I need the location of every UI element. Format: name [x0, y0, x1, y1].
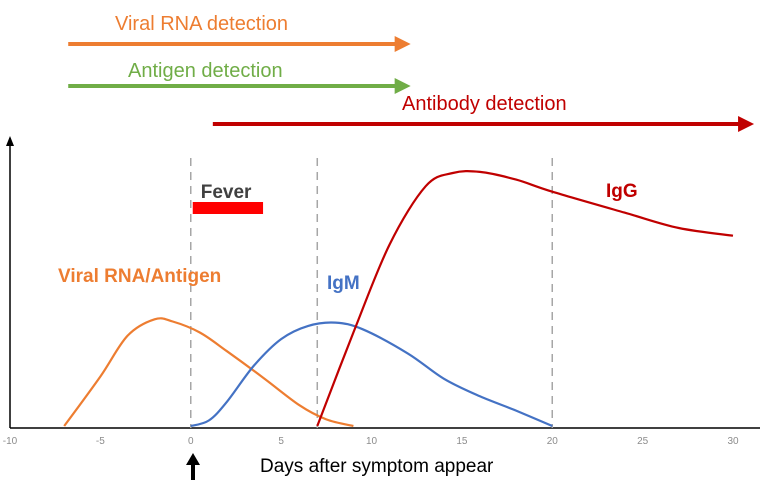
series-label-igg: IgG — [606, 181, 638, 202]
x-axis-label: Days after symptom appear — [260, 456, 494, 477]
x-tick-label: 30 — [727, 436, 739, 447]
series-lines — [63, 170, 734, 428]
x-tick-label: 5 — [278, 436, 284, 447]
series-line-igg — [316, 170, 734, 427]
reference-lines — [190, 158, 553, 428]
fever-annotation: Fever — [192, 182, 264, 214]
detection-arrows: Viral RNA detection Antigen detection Anti… — [68, 13, 755, 132]
detection-arrowhead-icon — [394, 36, 411, 52]
symptom-onset-arrow-icon — [186, 453, 200, 480]
x-tick-label: 0 — [188, 436, 194, 447]
series-label-igm: IgM — [327, 273, 360, 294]
x-tick-label: 20 — [547, 436, 559, 447]
x-tick-label: 10 — [366, 436, 378, 447]
x-tick-labels: -10 -5 0 5 10 15 20 25 30 — [3, 436, 739, 447]
detection-arrow-label: Antigen detection — [128, 60, 283, 82]
x-tick-label: -10 — [3, 436, 18, 447]
detection-arrowhead-icon — [738, 116, 755, 132]
fever-label: Fever — [201, 182, 252, 203]
x-tick-label: 15 — [456, 436, 468, 447]
detection-arrowhead-icon — [394, 78, 411, 94]
detection-arrow-label: Antibody detection — [402, 93, 567, 115]
detection-arrow-label: Viral RNA detection — [115, 13, 288, 35]
fever-bar — [192, 202, 264, 214]
x-tick-label: 25 — [637, 436, 649, 447]
series-label-viral-rna-antigen: Viral RNA/Antigen — [58, 266, 221, 287]
x-tick-label: -5 — [96, 436, 105, 447]
series-line-viral-rna-antigen — [63, 317, 354, 428]
y-axis-arrowhead-icon — [6, 136, 14, 146]
series-line-igm — [190, 321, 553, 428]
